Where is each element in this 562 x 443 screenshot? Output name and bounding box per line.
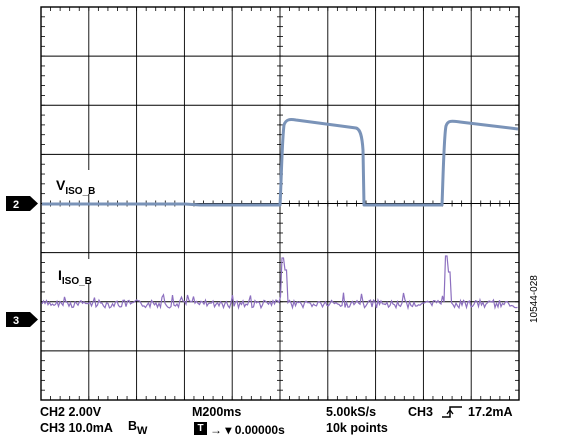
ch3-scale-readout: CH3 10.0mA: [40, 421, 113, 435]
sample-rate-readout: 5.00kS/s: [326, 405, 377, 419]
ch3-trace-label: IISO_B: [58, 267, 92, 287]
bandwidth-limit-indicator: BW: [128, 419, 148, 437]
ch3-marker-label: 3: [13, 315, 19, 327]
ch3-label-bg: [52, 259, 130, 283]
bandwidth-limit-b: B: [128, 419, 138, 433]
trigger-level-readout: 17.2mA: [468, 405, 513, 419]
ch3-marker[interactable]: 3: [6, 312, 38, 327]
ch2-marker[interactable]: 2: [6, 196, 38, 211]
record-length-readout: 10k points: [326, 421, 388, 435]
ch2-label-bg: [52, 170, 134, 194]
trigger-channel-readout: CH3: [408, 405, 434, 419]
ch3-current-trace: [41, 255, 518, 311]
trigger-time-readout: → ▾ 0.00000s: [210, 423, 285, 437]
timebase-readout: M200ms: [192, 405, 242, 419]
ch2-voltage-trace: [42, 118, 519, 207]
figure-id: 10544-028: [529, 275, 540, 323]
rising-edge-icon: [442, 406, 462, 418]
ch2-trace-label: VISO_B: [56, 177, 95, 197]
bandwidth-limit-w: W: [137, 425, 148, 437]
ch2-marker-label: 2: [13, 199, 19, 211]
ch2-scale-readout: CH2 2.00V: [40, 405, 102, 419]
trigger-position-icon: T: [194, 422, 207, 435]
